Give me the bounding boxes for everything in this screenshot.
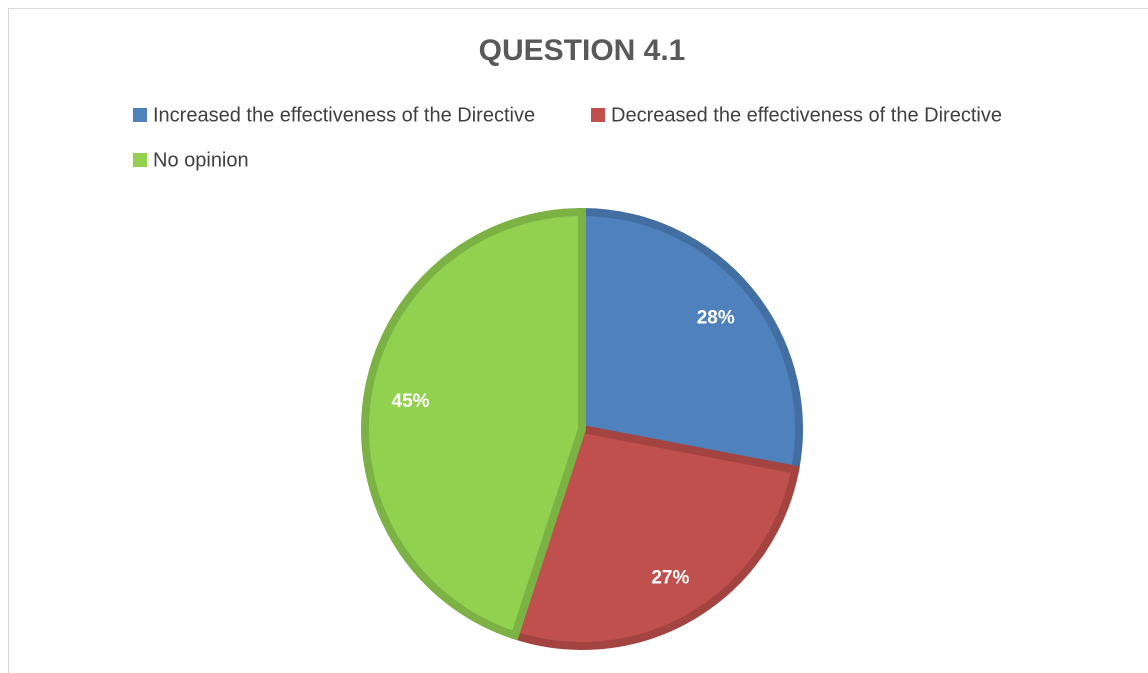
legend-label: Increased the effectiveness of the Direc…	[153, 104, 535, 126]
value-label: 28%	[697, 307, 735, 328]
legend-swatch	[133, 153, 147, 167]
pie-slice	[578, 207, 803, 475]
legend-label: No opinion	[153, 149, 249, 171]
pie-slice	[361, 207, 586, 641]
legend-swatch	[591, 108, 605, 122]
pie-slice	[509, 424, 800, 650]
chart-title: QUESTION 4.1	[479, 34, 686, 67]
legend-swatch	[133, 108, 147, 122]
value-label: 27%	[651, 567, 689, 588]
value-label: 45%	[392, 391, 430, 412]
legend-label: Decreased the effectiveness of the Direc…	[611, 104, 1002, 126]
